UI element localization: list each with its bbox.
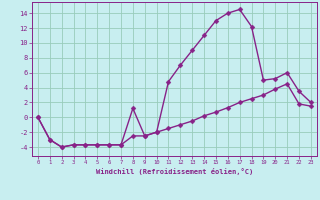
X-axis label: Windchill (Refroidissement éolien,°C): Windchill (Refroidissement éolien,°C) bbox=[96, 168, 253, 175]
